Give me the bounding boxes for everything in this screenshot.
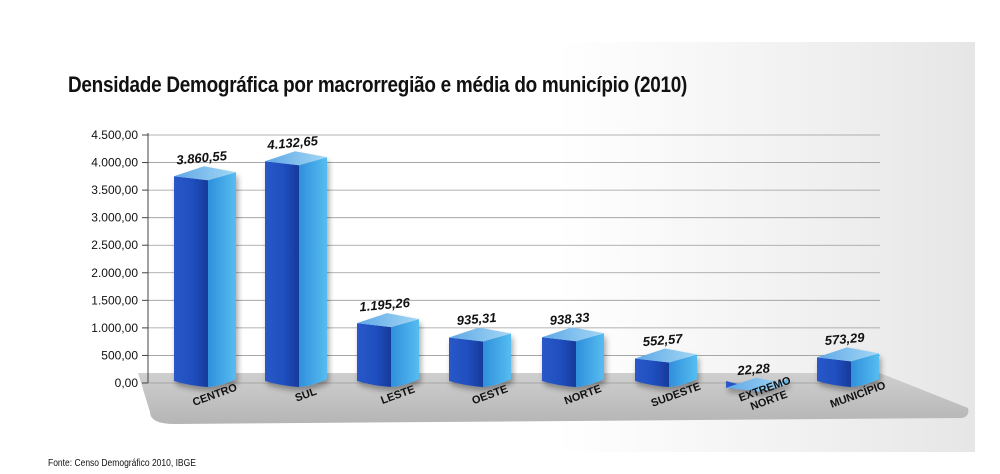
bar	[635, 348, 697, 387]
bar-top-face	[357, 313, 419, 328]
bar-front-face	[174, 176, 208, 387]
y-tick-label: 500,00	[101, 348, 138, 362]
bar	[726, 377, 788, 392]
y-tick-label: 2.000,00	[91, 266, 138, 280]
bar-top-face	[726, 377, 788, 392]
y-tick-label: 1.500,00	[91, 293, 138, 307]
bar-front-face	[817, 357, 851, 387]
bar-value-label: 552,57	[642, 331, 684, 349]
bar	[357, 313, 419, 387]
bar-front-face	[265, 161, 299, 387]
bar-side-face	[208, 172, 236, 387]
source-note: Fonte: Censo Demográfico 2010, IBGE	[48, 458, 196, 469]
bar	[817, 347, 879, 387]
bar-top-face	[449, 327, 511, 342]
bar-front-face	[542, 337, 576, 387]
bar-front-face	[635, 358, 669, 387]
y-tick-label: 0,00	[115, 376, 139, 390]
y-tick-label: 3.000,00	[91, 211, 138, 225]
bar-value-label: 3.860,55	[176, 148, 228, 167]
bar-top-face	[265, 151, 327, 166]
bar	[542, 327, 604, 387]
bar-value-label: 935,31	[456, 310, 497, 328]
bar-value-label: 22,28	[736, 360, 771, 378]
bar-top-face	[817, 347, 879, 362]
bar-value-label: 573,29	[824, 330, 866, 348]
bar-side-face	[851, 353, 879, 387]
bar-side-face	[299, 157, 327, 387]
bar-top-face	[174, 166, 236, 181]
y-tick-label: 2.500,00	[91, 238, 138, 252]
bar-value-label: 1.195,26	[359, 295, 411, 314]
bar-top-face	[635, 348, 697, 363]
bar-value-label: 4.132,65	[266, 133, 319, 153]
chart-title: Densidade Demográfica por macrorregião e…	[68, 72, 688, 97]
y-tick-label: 3.500,00	[91, 183, 138, 197]
bar-front-face	[449, 337, 483, 387]
bar	[174, 166, 236, 387]
y-tick-label: 4.500,00	[91, 128, 138, 142]
bar-side-face	[669, 354, 697, 387]
bar	[265, 151, 327, 387]
bar-side-face	[391, 319, 419, 387]
y-tick-label: 1.000,00	[91, 321, 138, 335]
bar-value-label: 938,33	[549, 310, 591, 328]
bar-front-face	[357, 323, 391, 387]
y-tick-label: 4.000,00	[91, 156, 138, 170]
bar-top-face	[542, 327, 604, 342]
bar-side-face	[576, 333, 604, 387]
bar	[449, 327, 511, 387]
bar-side-face	[483, 333, 511, 387]
